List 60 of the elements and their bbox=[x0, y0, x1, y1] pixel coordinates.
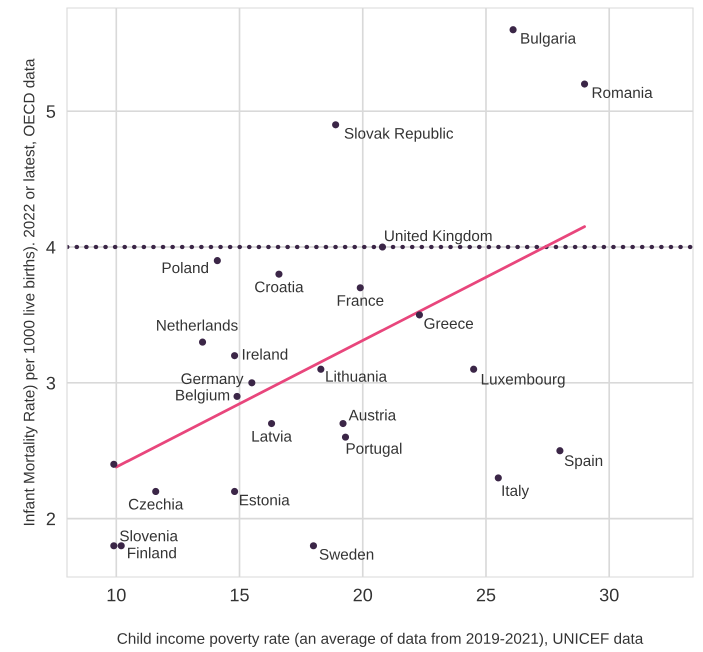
point bbox=[110, 460, 118, 468]
point bbox=[248, 379, 256, 386]
annotation: Luxembourg bbox=[482, 373, 565, 388]
annotation: Poland bbox=[162, 262, 208, 274]
point bbox=[342, 434, 350, 441]
annotation: Spain bbox=[564, 454, 602, 470]
annotation: Sweden bbox=[320, 548, 374, 560]
point bbox=[275, 270, 282, 278]
annotation: Slovenia bbox=[120, 530, 178, 542]
annotation: France bbox=[338, 295, 384, 306]
x-tick-label: 25 bbox=[476, 588, 496, 602]
annotation: Romania bbox=[592, 86, 653, 98]
y-tick-label: 2 bbox=[46, 512, 55, 526]
point bbox=[231, 488, 238, 495]
point bbox=[152, 488, 160, 495]
annotation: Lithuania bbox=[326, 370, 388, 382]
point bbox=[470, 366, 478, 373]
point bbox=[317, 366, 324, 373]
x-tick-label: 20 bbox=[354, 588, 372, 602]
annotation: Croatia bbox=[255, 281, 304, 292]
x-tick-label: 15 bbox=[230, 588, 249, 602]
point bbox=[378, 243, 386, 251]
point bbox=[332, 121, 340, 128]
y-tick-label: 3 bbox=[46, 376, 56, 390]
annotation: Portugal bbox=[346, 442, 402, 457]
x-tick-label: 10 bbox=[108, 588, 126, 602]
annotation: Finland bbox=[128, 547, 176, 558]
annotation: Belgium bbox=[176, 389, 230, 404]
y-tick-label: 4 bbox=[46, 241, 56, 254]
x-tick-label: 30 bbox=[600, 588, 619, 602]
point bbox=[234, 392, 241, 400]
point bbox=[494, 474, 502, 482]
point bbox=[231, 352, 238, 360]
point bbox=[510, 26, 517, 34]
annotation: Czechia bbox=[128, 498, 184, 510]
x-axis-title: Child income poverty rate (an average of data from 2019-2021), UNICEF data bbox=[118, 632, 644, 647]
point bbox=[339, 420, 347, 428]
annotation: Austria bbox=[348, 409, 396, 421]
annotation: Slovak Republic bbox=[344, 128, 454, 142]
annotation: Latvia bbox=[252, 430, 292, 442]
annotation: United Kingdom bbox=[385, 230, 492, 244]
point bbox=[268, 420, 276, 428]
annotation: Ireland bbox=[242, 348, 288, 360]
y-axis-title: Infant Mortality Rate) per 1000 live births). 2022 or latest, OECD data bbox=[23, 58, 38, 526]
annotation: Bulgaria bbox=[521, 32, 576, 47]
annotation: Netherlands bbox=[157, 319, 238, 331]
point bbox=[214, 257, 221, 264]
point bbox=[118, 542, 125, 550]
point bbox=[310, 542, 317, 550]
annotation: Greece bbox=[424, 318, 474, 329]
point bbox=[581, 80, 588, 88]
point bbox=[416, 311, 423, 318]
annotation: Estonia bbox=[240, 494, 290, 506]
annotation: Italy bbox=[502, 484, 530, 500]
point bbox=[110, 542, 118, 550]
point bbox=[199, 338, 206, 346]
point bbox=[356, 284, 364, 292]
annotation: Germany bbox=[181, 373, 244, 388]
y-tick-label: 5 bbox=[46, 105, 56, 118]
point bbox=[556, 447, 564, 454]
